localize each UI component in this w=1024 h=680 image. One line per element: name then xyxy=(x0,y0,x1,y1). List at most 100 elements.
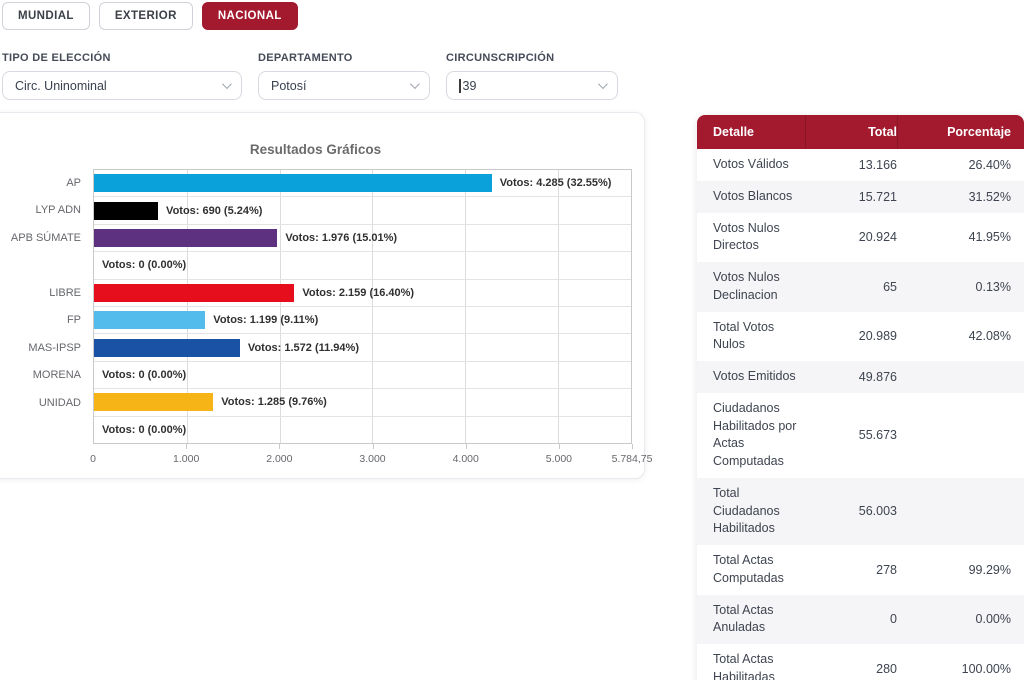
departamento-value: Potosí xyxy=(271,78,307,93)
table-row: Votos Blancos 15.721 31.52% xyxy=(697,180,1024,213)
chart-tick-label: 0 xyxy=(90,453,96,465)
chart-tick-mark xyxy=(279,444,281,449)
chart-bar-value-label: Votos: 0 (0.00%) xyxy=(102,369,187,382)
table-cell-detalle: Votos Emitidos xyxy=(713,369,796,383)
chart-category-label: FP xyxy=(66,314,81,327)
table-body: Votos Válidos 13.166 26.40% Votos Blancos 15… xyxy=(697,149,1024,680)
chevron-down-icon xyxy=(409,79,420,90)
departamento-label: DEPARTAMENTO xyxy=(258,52,353,64)
table-cell-detalle: Votos Nulos Directos xyxy=(713,220,780,253)
circunscripcion-value: 39 xyxy=(462,78,477,93)
chart-bar-value-label: Votos: 690 (5.24%) xyxy=(166,204,263,217)
chart-tick-mark xyxy=(558,444,560,449)
chart-bar-row: Votos: 1.976 (15.01%) xyxy=(94,225,631,253)
chart-bar-value-label: Votos: 1.976 (15.01%) xyxy=(285,232,398,245)
table-cell-detalle: Total Actas Habilitadas xyxy=(713,652,775,680)
table-cell-detalle: Total Ciudadanos Habilitados xyxy=(713,485,780,536)
departamento-select[interactable]: Potosí xyxy=(258,71,430,100)
chart-bar-value-label: Votos: 1.285 (9.76%) xyxy=(221,396,327,409)
chart-bar-lyp-adn xyxy=(94,201,159,220)
results-chart-card: Resultados Gráficos AP LYP ADN APB SÚMATE L… xyxy=(0,112,652,479)
circunscripcion-select[interactable]: 39 xyxy=(446,71,618,100)
table-row: Votos Nulos Directos 20.924 41.95% xyxy=(697,213,1024,263)
table-cell-porcentaje: 0.00% xyxy=(975,612,1011,627)
table-row: Votos Nulos Declinacion 65 0.13% xyxy=(697,262,1024,312)
chart-bar-value-label: Votos: 0 (0.00%) xyxy=(102,259,187,272)
chart-bar-value-label: Votos: 1.199 (9.11%) xyxy=(213,314,319,327)
chart-bar-row: Votos: 690 (5.24%) xyxy=(94,197,631,225)
table-row: Total Actas Computadas 278 99.29% xyxy=(697,545,1024,595)
table-cell-total: 56.003 xyxy=(858,504,897,519)
chart-x-axis: 0 1.000 2.000 3.000 4.000 5.000 5.784,75 xyxy=(90,444,652,470)
table-cell-detalle: Ciudadanos Habilitados por Actas Computa… xyxy=(713,400,797,468)
chart-bar-row: Votos: 2.159 (16.40%) xyxy=(94,280,631,308)
filter-tipo-eleccion: TIPO DE ELECCIÓN Circ. Uninominal xyxy=(2,52,242,100)
table-row: Ciudadanos Habilitados por Actas Computa… xyxy=(697,393,1024,478)
chart-bar-row: Votos: 0 (0.00%) xyxy=(94,417,631,443)
table-cell-detalle: Total Actas Anuladas xyxy=(713,602,774,635)
chart-tick-mark xyxy=(186,444,188,449)
chart-bar-row: Votos: 1.572 (11.94%) xyxy=(94,334,631,362)
chart-tick-label: 5.784,75 xyxy=(611,453,653,465)
chart-tick-mark xyxy=(465,444,467,449)
chart-bar-ap xyxy=(94,174,492,193)
table-row: Total Ciudadanos Habilitados 56.003 xyxy=(697,477,1024,545)
tipo-eleccion-select[interactable]: Circ. Uninominal xyxy=(2,71,242,100)
table-cell-porcentaje: 100.00% xyxy=(961,661,1011,676)
results-table-card: Detalle Total Porcentaje Votos Válidos 13… xyxy=(697,115,1024,680)
table-cell-total: 65 xyxy=(883,279,897,294)
table-cell-porcentaje: 42.08% xyxy=(968,329,1011,344)
table-cell-total: 13.166 xyxy=(858,157,897,172)
tab-exterior[interactable]: EXTERIOR xyxy=(98,2,193,30)
table-row: Total Actas Habilitadas 280 100.00% xyxy=(697,644,1024,680)
table-row: Total Actas Anuladas 0 0.00% xyxy=(697,594,1024,644)
chart-bar-value-label: Votos: 1.572 (11.94%) xyxy=(247,341,359,354)
table-cell-detalle: Votos Válidos xyxy=(713,157,789,171)
filter-circunscripcion: CIRCUNSCRIPCIÓN 39 xyxy=(446,52,618,100)
chart-y-axis-labels: AP LYP ADN APB SÚMATE LIBRE FP MAS-IPSP MORENA… xyxy=(0,169,87,444)
filter-departamento: DEPARTAMENTO Potosí xyxy=(258,52,430,100)
table-row: Votos Emitidos 49.876 xyxy=(697,361,1024,393)
chevron-down-icon xyxy=(597,79,608,90)
table-cell-total: 49.876 xyxy=(858,369,897,384)
chart-tick-label: 3.000 xyxy=(359,453,386,465)
chart-bar-value-label: Votos: 0 (0.00%) xyxy=(102,423,187,436)
text-cursor xyxy=(459,78,461,93)
table-row: Total Votos Nulos 20.989 42.08% xyxy=(697,312,1024,362)
table-cell-detalle: Votos Blancos xyxy=(713,188,793,203)
chart-bar-libre xyxy=(94,283,295,302)
table-cell-total: 0 xyxy=(890,612,897,627)
tab-mundial[interactable]: MUNDIAL xyxy=(2,2,90,30)
table-header-porcentaje: Porcentaje xyxy=(897,115,1024,149)
circunscripcion-label: CIRCUNSCRIPCIÓN xyxy=(446,52,555,64)
chart-category-label: AP xyxy=(66,176,81,189)
table-row: Votos Válidos 13.166 26.40% xyxy=(697,149,1024,181)
table-cell-porcentaje: 31.52% xyxy=(968,189,1011,204)
tipo-eleccion-value: Circ. Uninominal xyxy=(15,78,107,93)
table-cell-porcentaje: 26.40% xyxy=(968,157,1011,172)
table-header-detalle: Detalle xyxy=(713,125,754,139)
chart-bar-apb-s-mate xyxy=(94,229,278,248)
chart-bar-fp xyxy=(94,311,206,330)
tab-bar: MUNDIAL EXTERIOR NACIONAL xyxy=(2,2,298,30)
chart-bar-mas-ipsp xyxy=(94,338,240,357)
table-cell-porcentaje: 0.13% xyxy=(975,279,1011,294)
chart-tick-label: 5.000 xyxy=(545,453,573,465)
chart-category-label: LYP ADN xyxy=(35,204,81,217)
chart-category-label: UNIDAD xyxy=(38,396,81,409)
chart-bar-row: Votos: 1.199 (9.11%) xyxy=(94,307,631,335)
chart-tick-label: 4.000 xyxy=(452,453,479,465)
chart-bar-row: Votos: 0 (0.00%) xyxy=(94,362,631,390)
table-cell-total: 20.924 xyxy=(858,230,897,245)
chart-category-label: MORENA xyxy=(32,369,81,382)
table-cell-total: 280 xyxy=(876,661,897,676)
chart-tick-mark xyxy=(372,444,374,449)
chart-tick-label: 1.000 xyxy=(173,453,200,465)
chart-bar-value-label: Votos: 4.285 (32.55%) xyxy=(499,177,612,190)
chart-bar-rows: Votos: 4.285 (32.55%) Votos: 690 (5.24%) V… xyxy=(94,170,631,443)
table-cell-porcentaje: 41.95% xyxy=(968,230,1011,245)
chart-category-label xyxy=(0,252,87,280)
chart-plot-area: Votos: 4.285 (32.55%) Votos: 690 (5.24%) V… xyxy=(93,169,632,444)
tab-nacional[interactable]: NACIONAL xyxy=(201,2,298,30)
chart-tick-label: 2.000 xyxy=(266,453,293,465)
